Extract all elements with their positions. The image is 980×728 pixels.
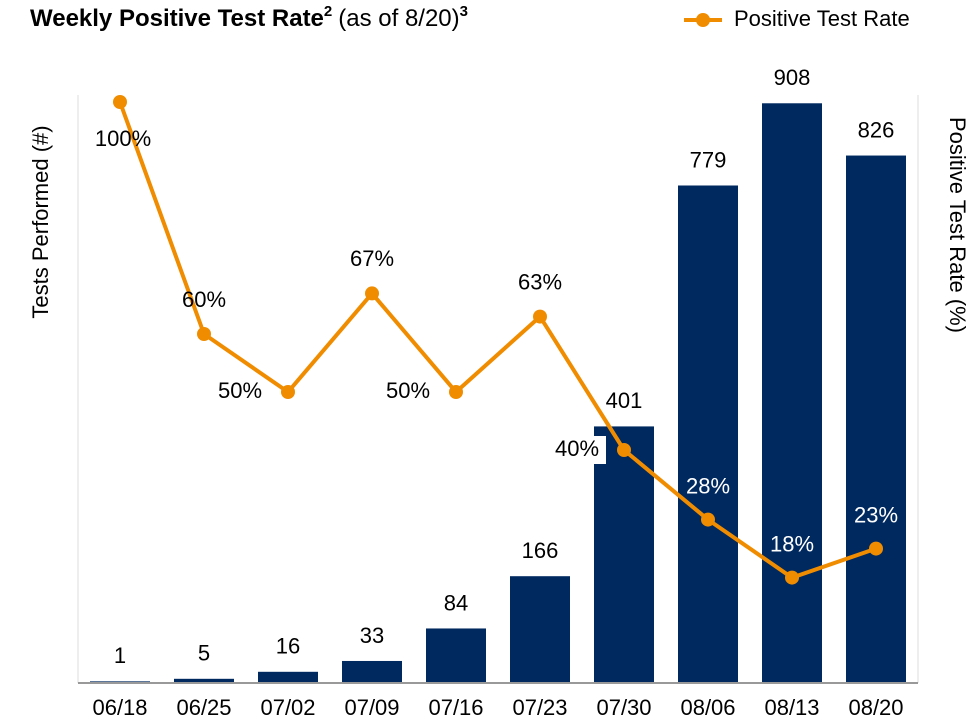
bar-value-label: 826 <box>858 117 895 142</box>
bar-value-label: 1 <box>114 643 126 668</box>
line-value-label: 23% <box>854 502 898 527</box>
x-tick-label: 08/13 <box>764 695 819 720</box>
legend-label: Positive Test Rate <box>734 6 910 31</box>
title-note: 2 <box>324 3 332 20</box>
bar <box>426 628 486 682</box>
bar-value-label: 908 <box>774 65 811 90</box>
label-background <box>548 436 606 464</box>
x-tick-label: 06/25 <box>176 695 231 720</box>
subtitle-note: 3 <box>460 3 468 20</box>
line-value-label: 40% <box>555 436 599 461</box>
line-value-label: 50% <box>218 378 262 403</box>
line-point <box>869 541 883 556</box>
x-tick-label: 08/06 <box>680 695 735 720</box>
line-point <box>785 570 799 585</box>
bar-value-label: 84 <box>444 590 468 615</box>
line-point <box>533 309 547 324</box>
x-tick-label: 07/23 <box>512 695 567 720</box>
line-value-label: 100% <box>95 126 151 151</box>
line-point <box>113 95 127 109</box>
line-value-label: 67% <box>350 246 394 271</box>
bar-value-label: 401 <box>606 388 643 413</box>
line-value-label: 28% <box>686 473 730 498</box>
x-tick-label: 07/16 <box>428 695 483 720</box>
line-point <box>701 512 715 527</box>
line-point <box>365 286 379 301</box>
x-tick-label: 07/02 <box>260 695 315 720</box>
bar <box>678 185 738 682</box>
bar-value-label: 166 <box>522 538 559 563</box>
subtitle: (as of 8/20) <box>338 5 459 32</box>
x-tick-label: 07/30 <box>596 695 651 720</box>
x-tick-label: 07/09 <box>344 695 399 720</box>
bar <box>258 671 318 682</box>
line-point <box>281 385 295 399</box>
line <box>118 101 877 580</box>
bar <box>342 660 402 682</box>
line-value-label: 63% <box>518 269 562 294</box>
title-main: Weekly Positive Test Rate <box>30 5 324 32</box>
chart-title: Weekly Positive Test Rate2 (as of 8/20)3 <box>30 3 468 32</box>
bar <box>510 576 570 682</box>
line-value-label: 50% <box>386 378 430 403</box>
line-value-label: 60% <box>182 287 226 312</box>
x-tick-label: 06/18 <box>92 695 147 720</box>
line-point <box>449 385 463 399</box>
x-tick-label: 08/20 <box>848 695 903 720</box>
bar-value-label: 16 <box>276 634 300 659</box>
bar-value-label: 779 <box>690 147 727 172</box>
y-axis-title: Tests Performed (#) <box>28 125 53 318</box>
bar <box>594 426 654 682</box>
y2-axis-title: Positive Test Rate (%) <box>945 117 970 333</box>
legend-marker <box>696 13 710 27</box>
line-point <box>617 443 631 457</box>
bar-value-label: 33 <box>360 623 384 648</box>
bar <box>90 681 150 682</box>
bar-value-label: 5 <box>198 641 210 666</box>
line-value-label: 18% <box>770 531 814 556</box>
line-point <box>197 327 211 341</box>
bar <box>174 678 234 682</box>
bar <box>762 103 822 683</box>
bar <box>846 155 906 683</box>
